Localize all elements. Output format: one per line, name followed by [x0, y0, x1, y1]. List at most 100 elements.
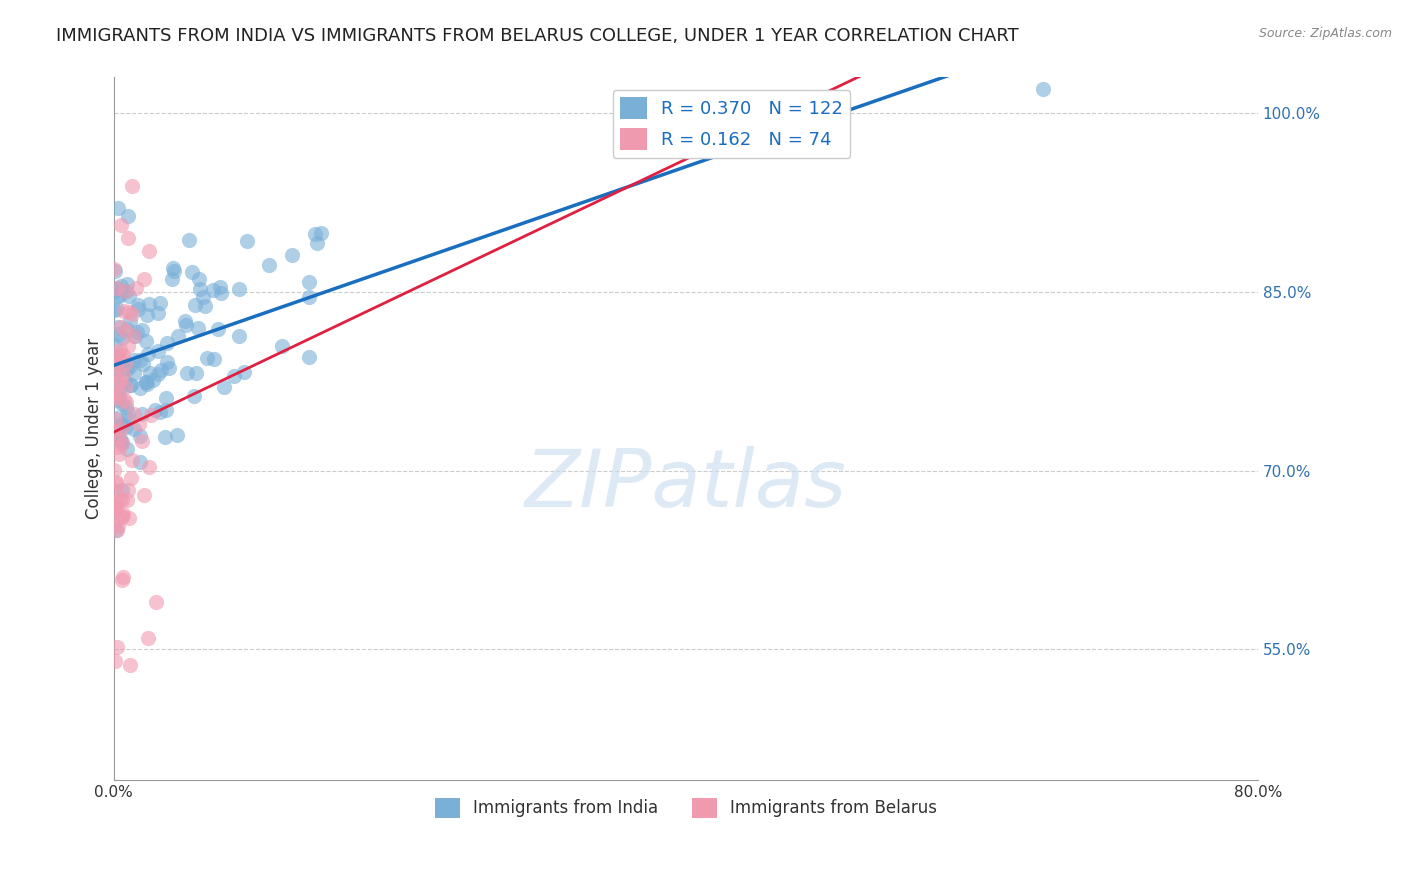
Point: [163, 264, 186, 278]
Point: [138, 244, 160, 258]
Point: [115, 324, 138, 338]
Point: [103, 424, 125, 438]
Point: [132, 357, 155, 371]
Point: [105, 432, 128, 446]
Point: [107, 201, 129, 215]
Point: [153, 430, 176, 444]
Point: [124, 353, 146, 368]
Point: [108, 381, 131, 395]
Point: [128, 417, 150, 431]
Point: [157, 360, 180, 375]
Point: [236, 234, 259, 248]
Point: [122, 422, 145, 436]
Point: [212, 380, 235, 394]
Point: [176, 366, 198, 380]
Point: [121, 179, 143, 194]
Point: [104, 373, 127, 387]
Point: [115, 420, 138, 434]
Point: [111, 483, 134, 497]
Point: [118, 657, 141, 672]
Point: [125, 325, 148, 339]
Point: [129, 353, 152, 368]
Point: [111, 348, 134, 362]
Point: [105, 411, 128, 425]
Point: [103, 338, 125, 352]
Point: [107, 288, 129, 302]
Point: [103, 303, 125, 318]
Point: [117, 231, 139, 245]
Point: [202, 351, 225, 366]
Point: [224, 368, 246, 383]
Point: [162, 261, 184, 276]
Point: [131, 407, 153, 421]
Point: [131, 323, 153, 337]
Point: [107, 640, 129, 654]
Point: [129, 429, 152, 443]
Point: [111, 509, 134, 524]
Text: ZIPatlas: ZIPatlas: [524, 446, 846, 524]
Point: [257, 258, 280, 272]
Point: [107, 440, 129, 454]
Point: [110, 320, 132, 334]
Point: [108, 343, 131, 358]
Point: [125, 281, 148, 295]
Point: [271, 339, 294, 353]
Point: [115, 362, 138, 376]
Point: [104, 284, 127, 298]
Point: [111, 508, 134, 522]
Point: [110, 491, 132, 506]
Point: [107, 393, 129, 408]
Point: [135, 334, 157, 348]
Point: [111, 397, 134, 411]
Point: [108, 351, 131, 366]
Point: [104, 654, 127, 668]
Point: [297, 351, 319, 365]
Point: [105, 347, 128, 361]
Point: [120, 378, 142, 392]
Point: [108, 374, 131, 388]
Point: [183, 388, 205, 402]
Point: [112, 393, 135, 408]
Point: [233, 365, 256, 379]
Point: [145, 595, 167, 609]
Point: [111, 492, 134, 507]
Point: [160, 271, 183, 285]
Point: [110, 422, 132, 436]
Point: [128, 381, 150, 395]
Point: [304, 227, 326, 242]
Point: [105, 356, 128, 370]
Point: [117, 406, 139, 420]
Point: [177, 233, 200, 247]
Point: [149, 363, 172, 377]
Point: [131, 434, 153, 448]
Point: [121, 307, 143, 321]
Point: [117, 209, 139, 223]
Point: [108, 287, 131, 301]
Point: [143, 402, 166, 417]
Point: [184, 366, 207, 380]
Point: [122, 367, 145, 381]
Point: [108, 326, 131, 341]
Point: [114, 284, 136, 298]
Point: [138, 459, 160, 474]
Point: [127, 298, 149, 312]
Point: [149, 296, 172, 310]
Point: [104, 359, 127, 373]
Point: [120, 377, 142, 392]
Point: [114, 374, 136, 388]
Point: [146, 306, 169, 320]
Point: [191, 290, 214, 304]
Point: [280, 248, 302, 262]
Y-axis label: College, Under 1 year: College, Under 1 year: [86, 338, 103, 519]
Point: [1032, 82, 1054, 96]
Point: [104, 263, 127, 277]
Point: [127, 301, 149, 316]
Point: [114, 395, 136, 409]
Point: [117, 339, 139, 353]
Point: [188, 282, 211, 296]
Point: [187, 320, 209, 334]
Point: [129, 455, 152, 469]
Point: [124, 328, 146, 343]
Point: [105, 281, 128, 295]
Point: [108, 389, 131, 403]
